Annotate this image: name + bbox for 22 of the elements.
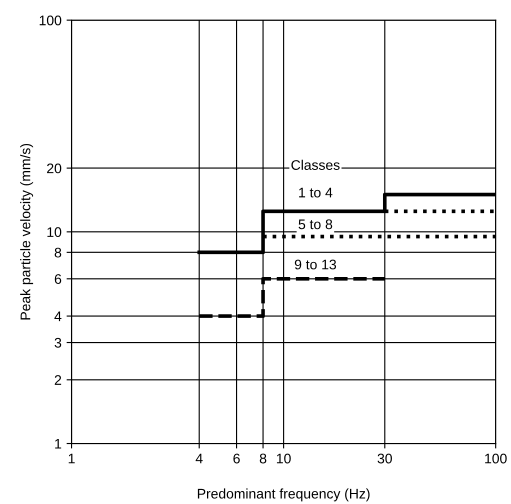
- x-tick-label: 6: [233, 454, 240, 464]
- x-tick-label: 100: [485, 454, 507, 464]
- y-tick-label: 4: [54, 312, 62, 322]
- y-tick-label: 100: [40, 15, 62, 26]
- y-tick-label: 20: [47, 163, 62, 174]
- annotation: 9 to 13: [294, 260, 336, 270]
- x-tick-label: 1: [68, 454, 75, 464]
- x-tick-label: 4: [196, 454, 203, 464]
- y-tick-label: 3: [54, 338, 62, 348]
- x-tick-label: 10: [276, 454, 291, 464]
- y-tick-label: 6: [54, 274, 62, 284]
- x-tick-label: 8: [260, 454, 266, 464]
- y-tick-label: 2: [54, 375, 62, 385]
- x-tick-label: 30: [378, 454, 392, 464]
- annotation: Classes: [291, 160, 340, 170]
- y-tick-label: 1: [55, 438, 62, 449]
- y-axis-title: Peak particle velocity (mm/s): [20, 144, 34, 320]
- x-axis-title: Predominant frequency (Hz): [198, 488, 370, 502]
- y-tick-label: 8: [54, 248, 62, 258]
- y-tick-label: 10: [47, 227, 62, 238]
- annotation: 5 to 8: [298, 219, 332, 230]
- annotation: 1 to 4: [299, 188, 332, 198]
